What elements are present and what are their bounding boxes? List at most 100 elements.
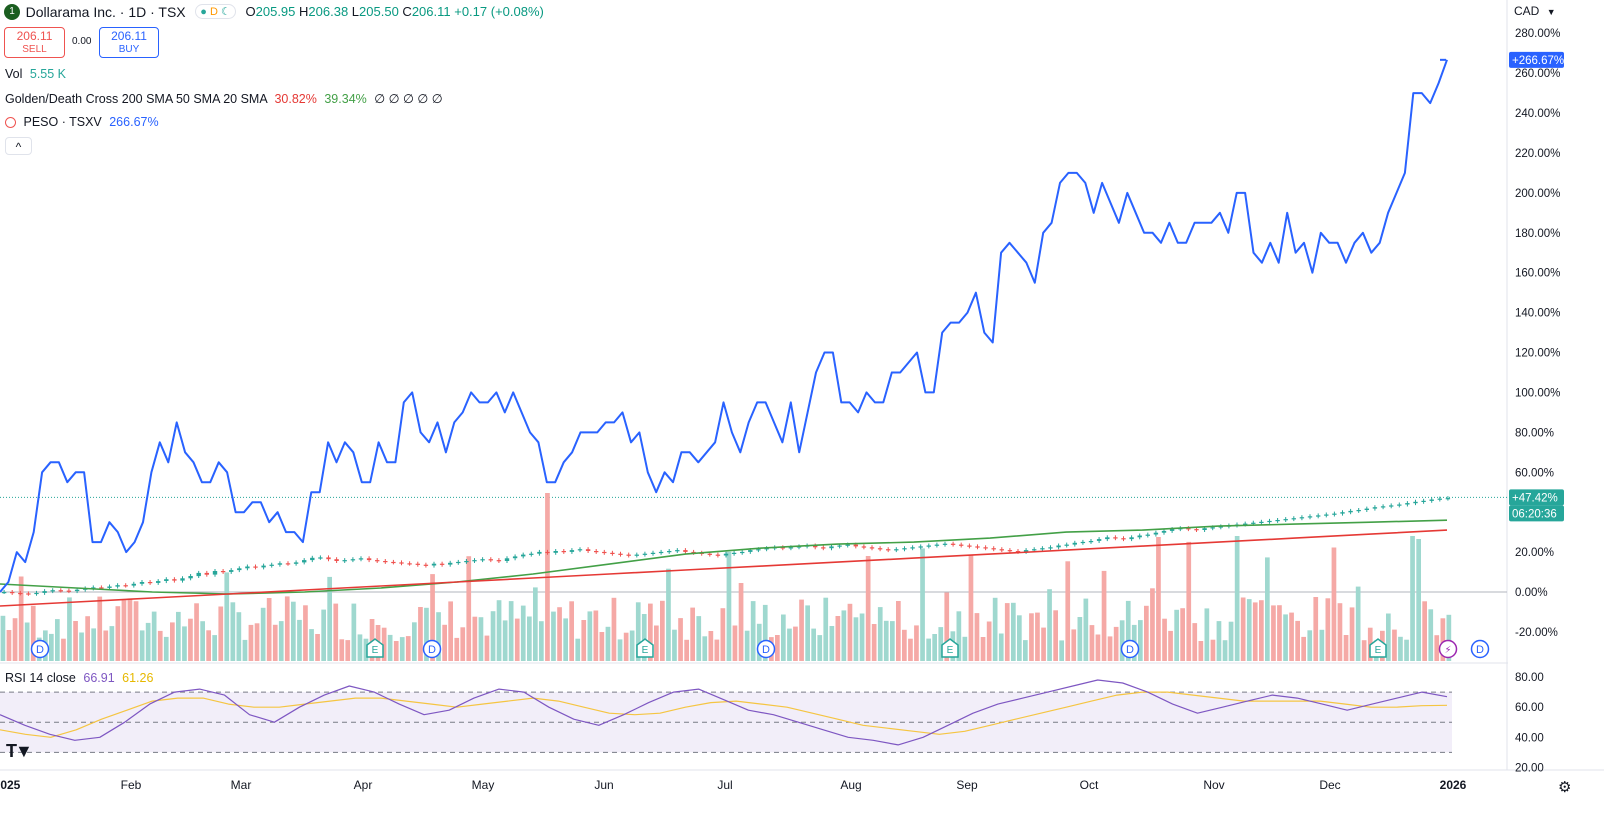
volume-legend[interactable]: Vol 5.55 K	[5, 67, 66, 81]
volume-bar	[635, 602, 641, 661]
time-axis-label: Aug	[840, 778, 861, 792]
candle-layer	[1, 496, 1451, 596]
candle-body	[131, 583, 136, 586]
candle-body	[740, 551, 745, 554]
volume-bar	[1301, 636, 1306, 661]
dividend-marker[interactable]: D	[1120, 639, 1140, 659]
price-axis-label: 20.00%	[1515, 547, 1554, 559]
candle-body	[942, 543, 948, 545]
candle-body	[731, 552, 737, 554]
candle-body	[415, 563, 420, 565]
candle-body	[423, 564, 429, 566]
volume-bar	[321, 609, 326, 661]
earnings-letter: E	[947, 645, 954, 656]
volume-bar	[920, 548, 925, 661]
sell-button[interactable]: 206.11 SELL	[4, 27, 65, 58]
volume-bar	[309, 629, 314, 661]
volume-bar	[756, 623, 762, 661]
earnings-letter: E	[372, 645, 379, 656]
candle-body	[407, 563, 412, 565]
peso-line	[0, 59, 1448, 593]
volume-bar	[55, 619, 60, 661]
volume-bar	[1416, 539, 1421, 661]
earnings-marker[interactable]: E	[1369, 638, 1387, 658]
rsi-legend[interactable]: RSI 14 close 66.91 61.26	[5, 671, 153, 685]
volume-bar	[30, 605, 36, 661]
candle-body	[959, 544, 964, 546]
dividend-marker[interactable]: D	[422, 639, 442, 659]
peso-legend[interactable]: PESO · TSXV 266.67%	[5, 115, 159, 129]
candle-body	[1202, 528, 1207, 530]
candle-body	[1299, 517, 1305, 519]
earnings-marker[interactable]: E	[941, 638, 959, 658]
candle-body	[496, 560, 502, 562]
candle-body	[448, 562, 453, 565]
candle-body	[350, 559, 356, 561]
volume-bar	[629, 630, 635, 661]
candle-body	[156, 581, 161, 583]
gdc-value-50: 39.34%	[324, 92, 367, 106]
candle-body	[456, 561, 461, 564]
volume-bar	[327, 576, 332, 661]
volume-bar	[224, 572, 230, 661]
volume-bar	[139, 630, 145, 661]
earnings-marker[interactable]: E	[366, 638, 384, 658]
symbol-title[interactable]: Dollarama Inc. · 1D · TSX	[25, 3, 186, 20]
candle-body	[326, 557, 331, 560]
buy-button[interactable]: 206.11 BUY	[99, 27, 159, 58]
candle-body	[975, 546, 980, 548]
close-value: 206.11	[411, 4, 451, 20]
rsi-value: 66.91	[83, 671, 115, 685]
candle-body	[91, 587, 96, 589]
candle-body	[902, 548, 907, 550]
dividend-marker[interactable]: D	[1470, 639, 1490, 659]
volume-bar	[442, 624, 447, 661]
candle-body	[1072, 542, 1077, 545]
sell-label: SELL	[22, 44, 47, 55]
candle-body	[1437, 498, 1442, 500]
volume-bar	[581, 620, 587, 661]
dividend-marker[interactable]: D	[756, 639, 776, 659]
candle-body	[756, 549, 761, 551]
time-axis-label: Nov	[1203, 778, 1224, 792]
currency-label[interactable]: CAD ▼	[1514, 4, 1556, 18]
market-status-badges[interactable]: ● D ☾	[195, 4, 236, 20]
time-axis-label: Dec	[1319, 778, 1340, 792]
market-open-icon: ●	[200, 6, 207, 19]
volume-bar	[218, 606, 224, 661]
candle-body	[488, 559, 493, 561]
time-axis-label: Feb	[121, 778, 142, 792]
rsi-params: 14 close	[29, 671, 76, 685]
volume-bar	[720, 608, 726, 661]
candle-body	[577, 549, 583, 551]
volume-bar	[738, 583, 744, 661]
settings-gear-icon[interactable]: ⚙	[1558, 779, 1572, 796]
volume-bar	[1422, 601, 1427, 661]
candle-body	[602, 551, 607, 554]
candle-body	[1040, 548, 1045, 550]
candle-body	[950, 543, 956, 545]
split-marker[interactable]: ⚡	[1438, 639, 1458, 659]
sell-price: 206.11	[16, 29, 53, 43]
golden-death-cross-legend[interactable]: Golden/Death Cross 200 SMA 50 SMA 20 SMA…	[5, 91, 443, 106]
volume-bar	[145, 622, 151, 661]
candle-body	[342, 560, 347, 562]
candle-body	[869, 547, 875, 549]
dividend-circle-icon	[1470, 639, 1490, 659]
collapse-legend-button[interactable]: ^	[5, 137, 32, 155]
volume-bar	[1216, 621, 1222, 661]
volume-bar	[956, 611, 962, 661]
volume-bar	[1083, 598, 1089, 661]
peso-price-tag: +266.67%	[1509, 51, 1564, 68]
dividend-marker[interactable]: D	[30, 639, 50, 659]
volume-bar	[1319, 629, 1325, 661]
candle-body	[1048, 547, 1053, 549]
candle-body	[196, 572, 201, 577]
earnings-marker[interactable]: E	[636, 638, 654, 658]
candle-body	[1291, 518, 1296, 520]
candle-body	[529, 553, 534, 555]
candle-body	[634, 554, 639, 556]
gdc-params: 200 SMA 50 SMA 20 SMA	[121, 92, 267, 106]
candle-body	[1275, 520, 1280, 522]
